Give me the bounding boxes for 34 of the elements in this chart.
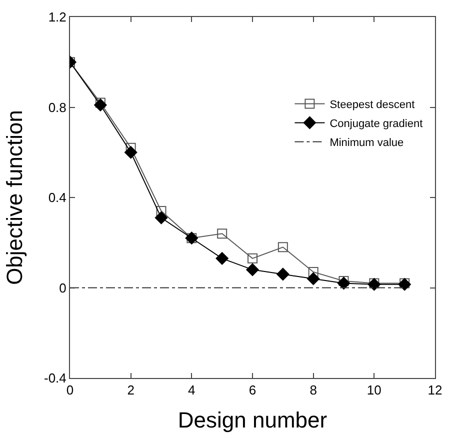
y-tick-label: 1.2 [48, 10, 66, 25]
x-tick-label: 8 [310, 382, 317, 398]
point [278, 242, 288, 252]
y-tick-label: -0.4 [44, 370, 66, 386]
point [368, 278, 381, 291]
y-axis-title: Objective function [2, 110, 27, 285]
y-tick-label: 0.4 [48, 190, 66, 206]
point [248, 253, 258, 264]
legend-label: Minimum value [330, 136, 404, 149]
point [154, 211, 168, 224]
point [306, 272, 320, 286]
point [156, 206, 166, 216]
point [369, 278, 380, 288]
point [276, 268, 290, 281]
point [337, 276, 350, 290]
legend-label: Steepest descent [330, 98, 415, 111]
legend-label: Conjugate gradient [330, 118, 423, 130]
point [124, 146, 138, 159]
x-tick-label: 4 [188, 382, 196, 398]
y-tick-label: 0 [59, 280, 66, 296]
point [246, 263, 259, 276]
point [216, 252, 228, 265]
point [95, 98, 106, 108]
x-tick-label: 10 [366, 382, 382, 398]
x-tick-label: 2 [127, 382, 134, 398]
point [398, 278, 411, 291]
point [94, 98, 107, 112]
y-tick-label: 0.8 [48, 100, 66, 115]
x-tick-label: 6 [248, 382, 256, 398]
point [308, 266, 318, 277]
point [217, 228, 228, 239]
x-axis-title: Design number [178, 408, 328, 432]
x-tick-label: 12 [428, 382, 442, 398]
point [400, 278, 410, 288]
